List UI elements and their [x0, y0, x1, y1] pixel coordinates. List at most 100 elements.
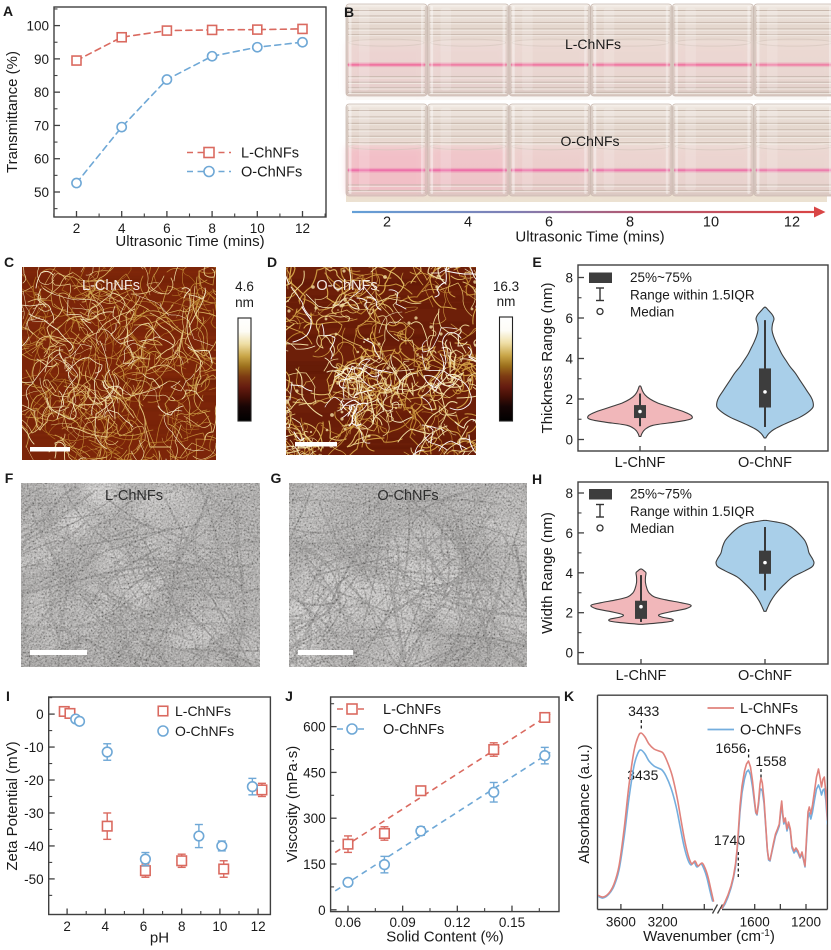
svg-text:2: 2: [565, 606, 573, 621]
svg-text:pH: pH: [150, 930, 169, 947]
svg-text:Median: Median: [630, 305, 674, 320]
svg-text:O-ChNF: O-ChNF: [738, 455, 792, 471]
svg-text:1600: 1600: [740, 915, 770, 930]
svg-text:L-ChNF: L-ChNF: [616, 668, 667, 684]
svg-text:-20: -20: [24, 773, 44, 788]
svg-text:90: 90: [34, 52, 49, 67]
svg-text:F: F: [5, 470, 14, 486]
svg-text:I: I: [6, 688, 10, 704]
svg-text:E: E: [532, 254, 541, 270]
svg-text:8: 8: [208, 221, 216, 236]
svg-text:Range within 1.5IQR: Range within 1.5IQR: [630, 504, 755, 519]
svg-text:L-ChNFs: L-ChNFs: [241, 146, 299, 162]
svg-text:0.12: 0.12: [444, 915, 470, 930]
svg-text:-30: -30: [24, 806, 44, 821]
svg-text:O-ChNFs: O-ChNFs: [560, 133, 619, 149]
svg-text:1656: 1656: [715, 740, 746, 756]
svg-text:O-ChNFs: O-ChNFs: [377, 488, 438, 504]
svg-text:25%~75%: 25%~75%: [630, 270, 692, 285]
svg-text:4.6: 4.6: [235, 279, 254, 294]
svg-text:H: H: [532, 471, 542, 487]
svg-text:0.09: 0.09: [390, 915, 416, 930]
svg-text:Zeta Potential (mV): Zeta Potential (mV): [4, 741, 21, 870]
svg-text:L-ChNF: L-ChNF: [615, 455, 666, 471]
svg-text:0: 0: [565, 433, 573, 448]
svg-text:4: 4: [464, 215, 472, 231]
svg-text:3435: 3435: [627, 767, 658, 783]
svg-text:2: 2: [383, 215, 391, 231]
svg-text:L-ChNFs: L-ChNFs: [740, 701, 798, 717]
svg-text:nm: nm: [235, 295, 254, 310]
svg-text:12: 12: [295, 221, 310, 236]
svg-text:-10: -10: [24, 740, 44, 755]
svg-text:3433: 3433: [628, 703, 659, 719]
svg-text:-50: -50: [24, 872, 44, 887]
svg-text:3200: 3200: [648, 915, 678, 930]
svg-text:A: A: [3, 3, 13, 19]
svg-text:100: 100: [26, 19, 49, 34]
svg-text:12: 12: [784, 215, 800, 231]
svg-text:Absorbance (a.u.): Absorbance (a.u.): [576, 744, 593, 863]
svg-text:L-ChNFs: L-ChNFs: [565, 36, 621, 52]
svg-text:G: G: [271, 470, 282, 486]
svg-text:Range within 1.5IQR: Range within 1.5IQR: [630, 288, 755, 303]
svg-text:J: J: [285, 688, 293, 704]
svg-text:D: D: [267, 254, 277, 270]
svg-text:6: 6: [565, 526, 573, 541]
svg-text:Solid Content (%): Solid Content (%): [386, 929, 504, 946]
svg-text:6: 6: [163, 221, 171, 236]
svg-text:300: 300: [303, 811, 326, 826]
svg-text:-40: -40: [24, 839, 44, 854]
svg-text:16.3: 16.3: [493, 279, 519, 294]
svg-text:8: 8: [178, 919, 186, 934]
svg-text:Width Range (nm): Width Range (nm): [539, 512, 556, 634]
svg-text:nm: nm: [497, 294, 516, 309]
svg-text:80: 80: [34, 85, 49, 100]
svg-text:O-ChNFs: O-ChNFs: [740, 723, 801, 739]
svg-text:8: 8: [626, 215, 634, 231]
svg-text:2: 2: [565, 392, 573, 407]
svg-text:10: 10: [703, 215, 719, 231]
svg-text:1740: 1740: [714, 832, 745, 848]
svg-text:50: 50: [34, 185, 49, 200]
svg-text:3600: 3600: [606, 915, 636, 930]
svg-text:0.15: 0.15: [499, 915, 525, 930]
svg-text:2: 2: [63, 919, 71, 934]
svg-text:Ultrasonic Time (mins): Ultrasonic Time (mins): [115, 233, 264, 250]
svg-text:1200: 1200: [791, 915, 821, 930]
svg-text:4: 4: [118, 221, 126, 236]
svg-text:150: 150: [303, 857, 326, 872]
svg-text:Ultrasonic Time (mins): Ultrasonic Time (mins): [515, 229, 664, 246]
svg-text:1558: 1558: [755, 753, 786, 769]
svg-text:12: 12: [251, 919, 266, 934]
svg-text:60: 60: [34, 152, 49, 167]
svg-text:8: 8: [565, 486, 573, 501]
svg-text:Transmittance (%): Transmittance (%): [4, 51, 21, 173]
svg-text:O-ChNFs: O-ChNFs: [383, 722, 444, 738]
svg-text:L-ChNFs: L-ChNFs: [105, 488, 163, 504]
svg-text:0: 0: [318, 903, 326, 918]
svg-text:0.06: 0.06: [335, 915, 361, 930]
svg-text:B: B: [344, 4, 354, 20]
svg-text:0: 0: [565, 646, 573, 661]
svg-text:4: 4: [565, 566, 573, 581]
svg-text:O-ChNFs: O-ChNFs: [175, 723, 234, 739]
svg-text:Thickness Range (nm): Thickness Range (nm): [539, 283, 556, 434]
svg-text:K: K: [564, 688, 574, 704]
svg-text:Wavenumber (cm-1): Wavenumber (cm-1): [643, 928, 775, 946]
svg-text:2: 2: [73, 221, 81, 236]
svg-text:L-ChNFs: L-ChNFs: [383, 702, 441, 718]
svg-text:6: 6: [545, 215, 553, 231]
svg-text:70: 70: [34, 118, 49, 133]
svg-text:L-ChNFs: L-ChNFs: [82, 278, 140, 294]
svg-text:O-ChNFs: O-ChNFs: [316, 278, 377, 294]
svg-text:Median: Median: [630, 521, 674, 536]
svg-text:O-ChNFs: O-ChNFs: [241, 165, 302, 181]
svg-text:10: 10: [212, 919, 227, 934]
svg-text:10: 10: [250, 221, 265, 236]
svg-text:600: 600: [303, 720, 326, 735]
svg-text:C: C: [4, 254, 14, 270]
svg-text:4: 4: [565, 352, 573, 367]
svg-text:6: 6: [565, 311, 573, 326]
svg-text:0: 0: [36, 707, 44, 722]
